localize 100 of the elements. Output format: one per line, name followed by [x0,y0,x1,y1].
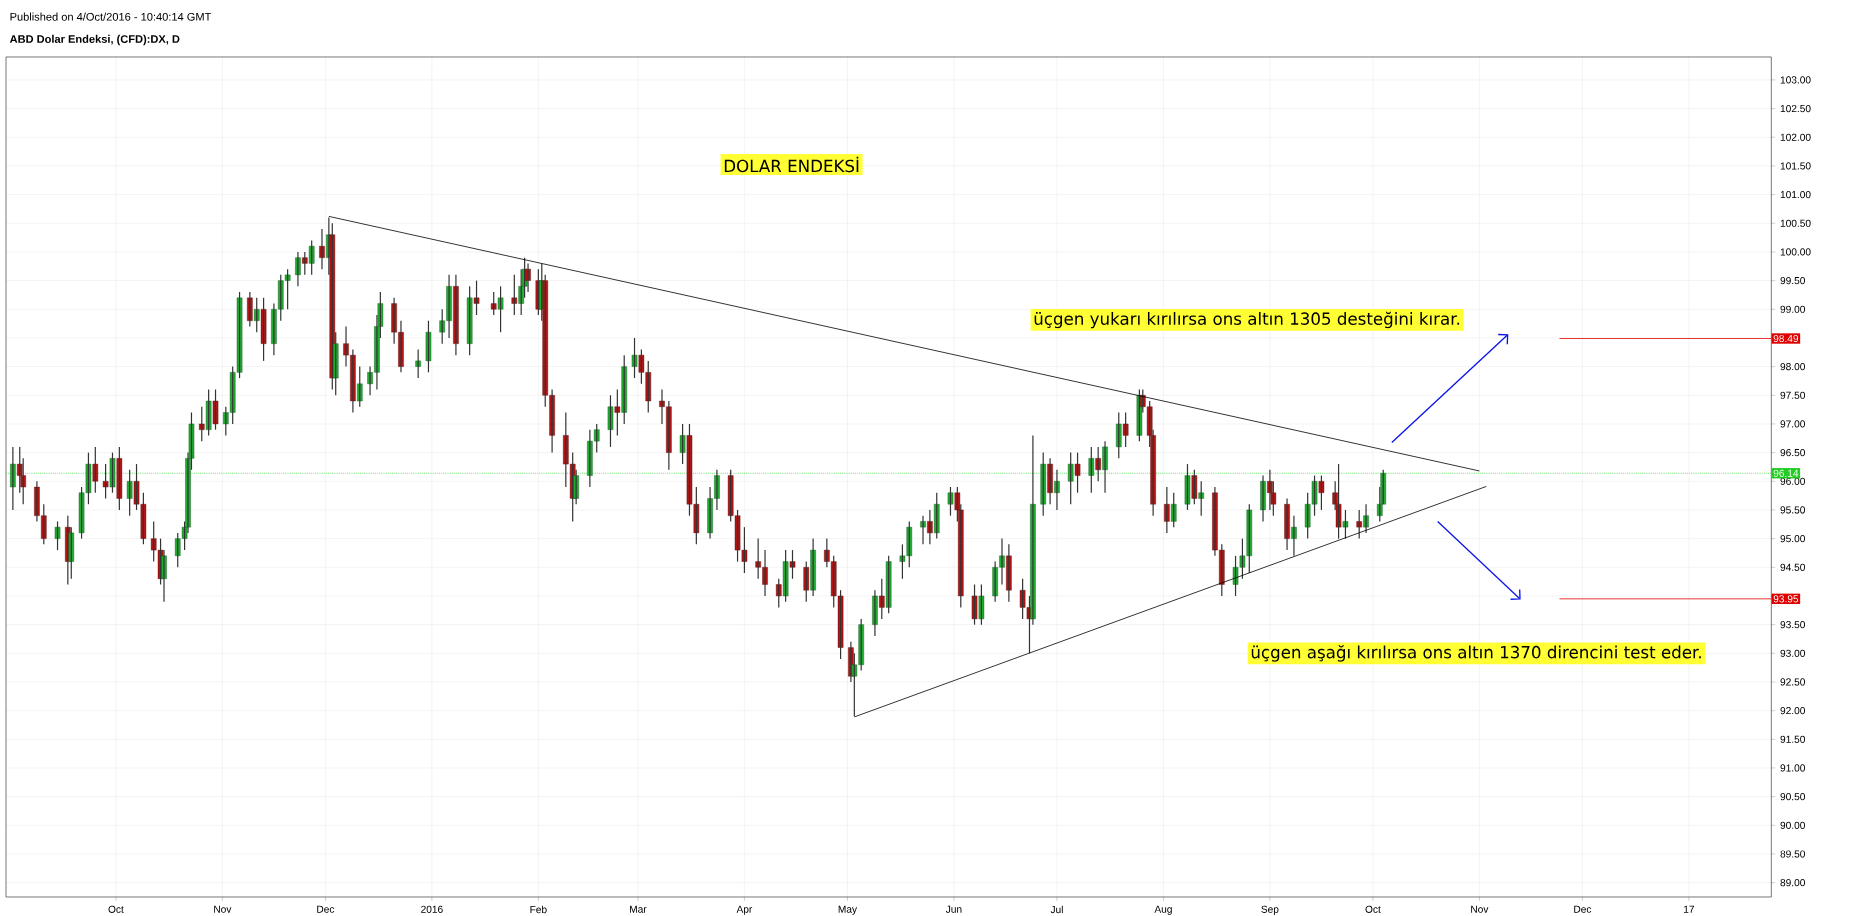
x-tick-label: Mar [630,905,647,913]
x-tick-label: Apr [736,905,753,915]
y-tick-label: 93.00 [1780,649,1805,657]
candlestick [1040,452,1046,517]
candlestick [205,388,212,437]
candlestick [1191,469,1198,505]
y-tick-label: 103.00 [1780,76,1811,84]
y-tick-label: 91.00 [1780,764,1805,772]
y-tick-label: 95.00 [1780,535,1805,543]
x-tick-label: 17 [1684,905,1695,913]
candlestick [971,583,978,626]
ref-line-label: 96.14 [1773,469,1799,477]
candlestick [679,423,686,465]
x-tick-label: 2016 [421,905,443,913]
x-tick-label: Oct [108,905,124,913]
y-tick-label: 93.50 [1780,621,1805,629]
candlestick [212,388,219,431]
y-tick-label: 101.00 [1780,190,1811,199]
y-tick-label: 102.50 [1780,104,1811,113]
x-tick-label: Feb [530,905,547,914]
candlestick [473,280,480,316]
ref-line-label: 98.49 [1773,334,1799,343]
candlestick [775,578,782,609]
candlestick [253,297,260,333]
candlestick [1184,463,1191,511]
candlestick [1335,463,1342,540]
candlestick [1318,474,1325,511]
candlestick [1136,388,1143,442]
chart-subtitle: Published on 4/Oct/2016 - 10:40:14 GMT [10,12,212,21]
y-tick-label: 90.00 [1780,821,1805,829]
y-tick-label: 96.50 [1780,449,1805,457]
candlestick [126,469,133,517]
candlestick [621,354,627,425]
candlestick [1198,480,1204,517]
candlestick [947,486,954,517]
y-tick-label: 91.50 [1780,735,1805,743]
y-tick-label: 99.50 [1780,277,1805,285]
y-tick-label: 89.50 [1780,850,1805,858]
y-tick-label: 90.50 [1780,793,1805,801]
candlestick [631,337,638,379]
y-tick-label: 100.50 [1780,219,1811,227]
chart-title: ABD Dolar Endeksi, (CFD):DX, D [9,34,180,46]
x-tick-label: Nov [1471,905,1489,913]
candlestick [1074,452,1081,494]
x-tick-label: Jul [1050,905,1063,914]
y-tick-label: 96.00 [1780,477,1805,485]
y-tick-label: 95.50 [1780,506,1805,514]
candlestick [497,285,504,333]
y-tick-label: 92.50 [1780,678,1805,686]
candlestick [1088,446,1095,494]
y-tick-label: 100.00 [1780,248,1811,256]
candlestick [308,239,315,276]
y-tick-label: 101.50 [1780,162,1811,170]
candlestick [302,251,308,276]
candlestick [466,285,473,356]
annotation: DOLAR ENDEKSİ [724,156,859,173]
candlestick [1067,452,1074,505]
x-tick-label: Nov [214,905,232,913]
candlestick [1170,492,1177,528]
candlestick [356,366,363,408]
candlestick [92,446,99,494]
candlestick [607,394,614,448]
y-tick-label: 98.00 [1780,363,1805,371]
candlestick [782,549,789,603]
y-tick-label: 94.50 [1780,563,1805,571]
candlestick [490,291,497,316]
candlestick [116,446,123,511]
candlestick [260,297,267,362]
candlestick [933,492,940,540]
candlestick [511,274,518,316]
x-tick-label: Oct [1365,905,1381,913]
x-tick-label: Jun [945,905,962,913]
x-tick-label: Dec [317,905,335,913]
candlestick [978,583,985,626]
candlestick [102,463,109,500]
candlestick [199,406,205,442]
y-tick-label: 89.00 [1780,879,1805,887]
candlestick [1342,509,1349,540]
candlestick [1095,446,1101,482]
candlestick [1019,578,1026,620]
x-tick-label: Aug [1154,905,1172,915]
annotation: üçgen yukarı kırılırsa ons altın 1305 desteğini kırar. [1034,311,1460,329]
y-tick-label: 92.00 [1780,707,1805,715]
candlestick [789,549,796,580]
candlestick [879,578,885,620]
x-tick-label: Sep [1261,905,1279,915]
annotation: üçgen aşağı kırılırsa ons altın 1370 direncini test eder. [1251,645,1701,662]
candlestick [1356,509,1362,540]
ref-line-label: 93.95 [1773,595,1799,603]
y-tick-label: 102.00 [1780,133,1811,141]
x-tick-label: Dec [1574,905,1592,913]
y-tick-label: 99.00 [1780,305,1805,313]
candlestick [1122,411,1129,448]
candlestick [614,388,621,437]
candlestick [1116,411,1122,459]
candlestick [803,560,810,603]
candlestick [425,320,432,373]
y-tick-label: 97.50 [1780,391,1805,399]
x-tick-label: May [838,905,858,915]
candlestick [885,555,892,614]
